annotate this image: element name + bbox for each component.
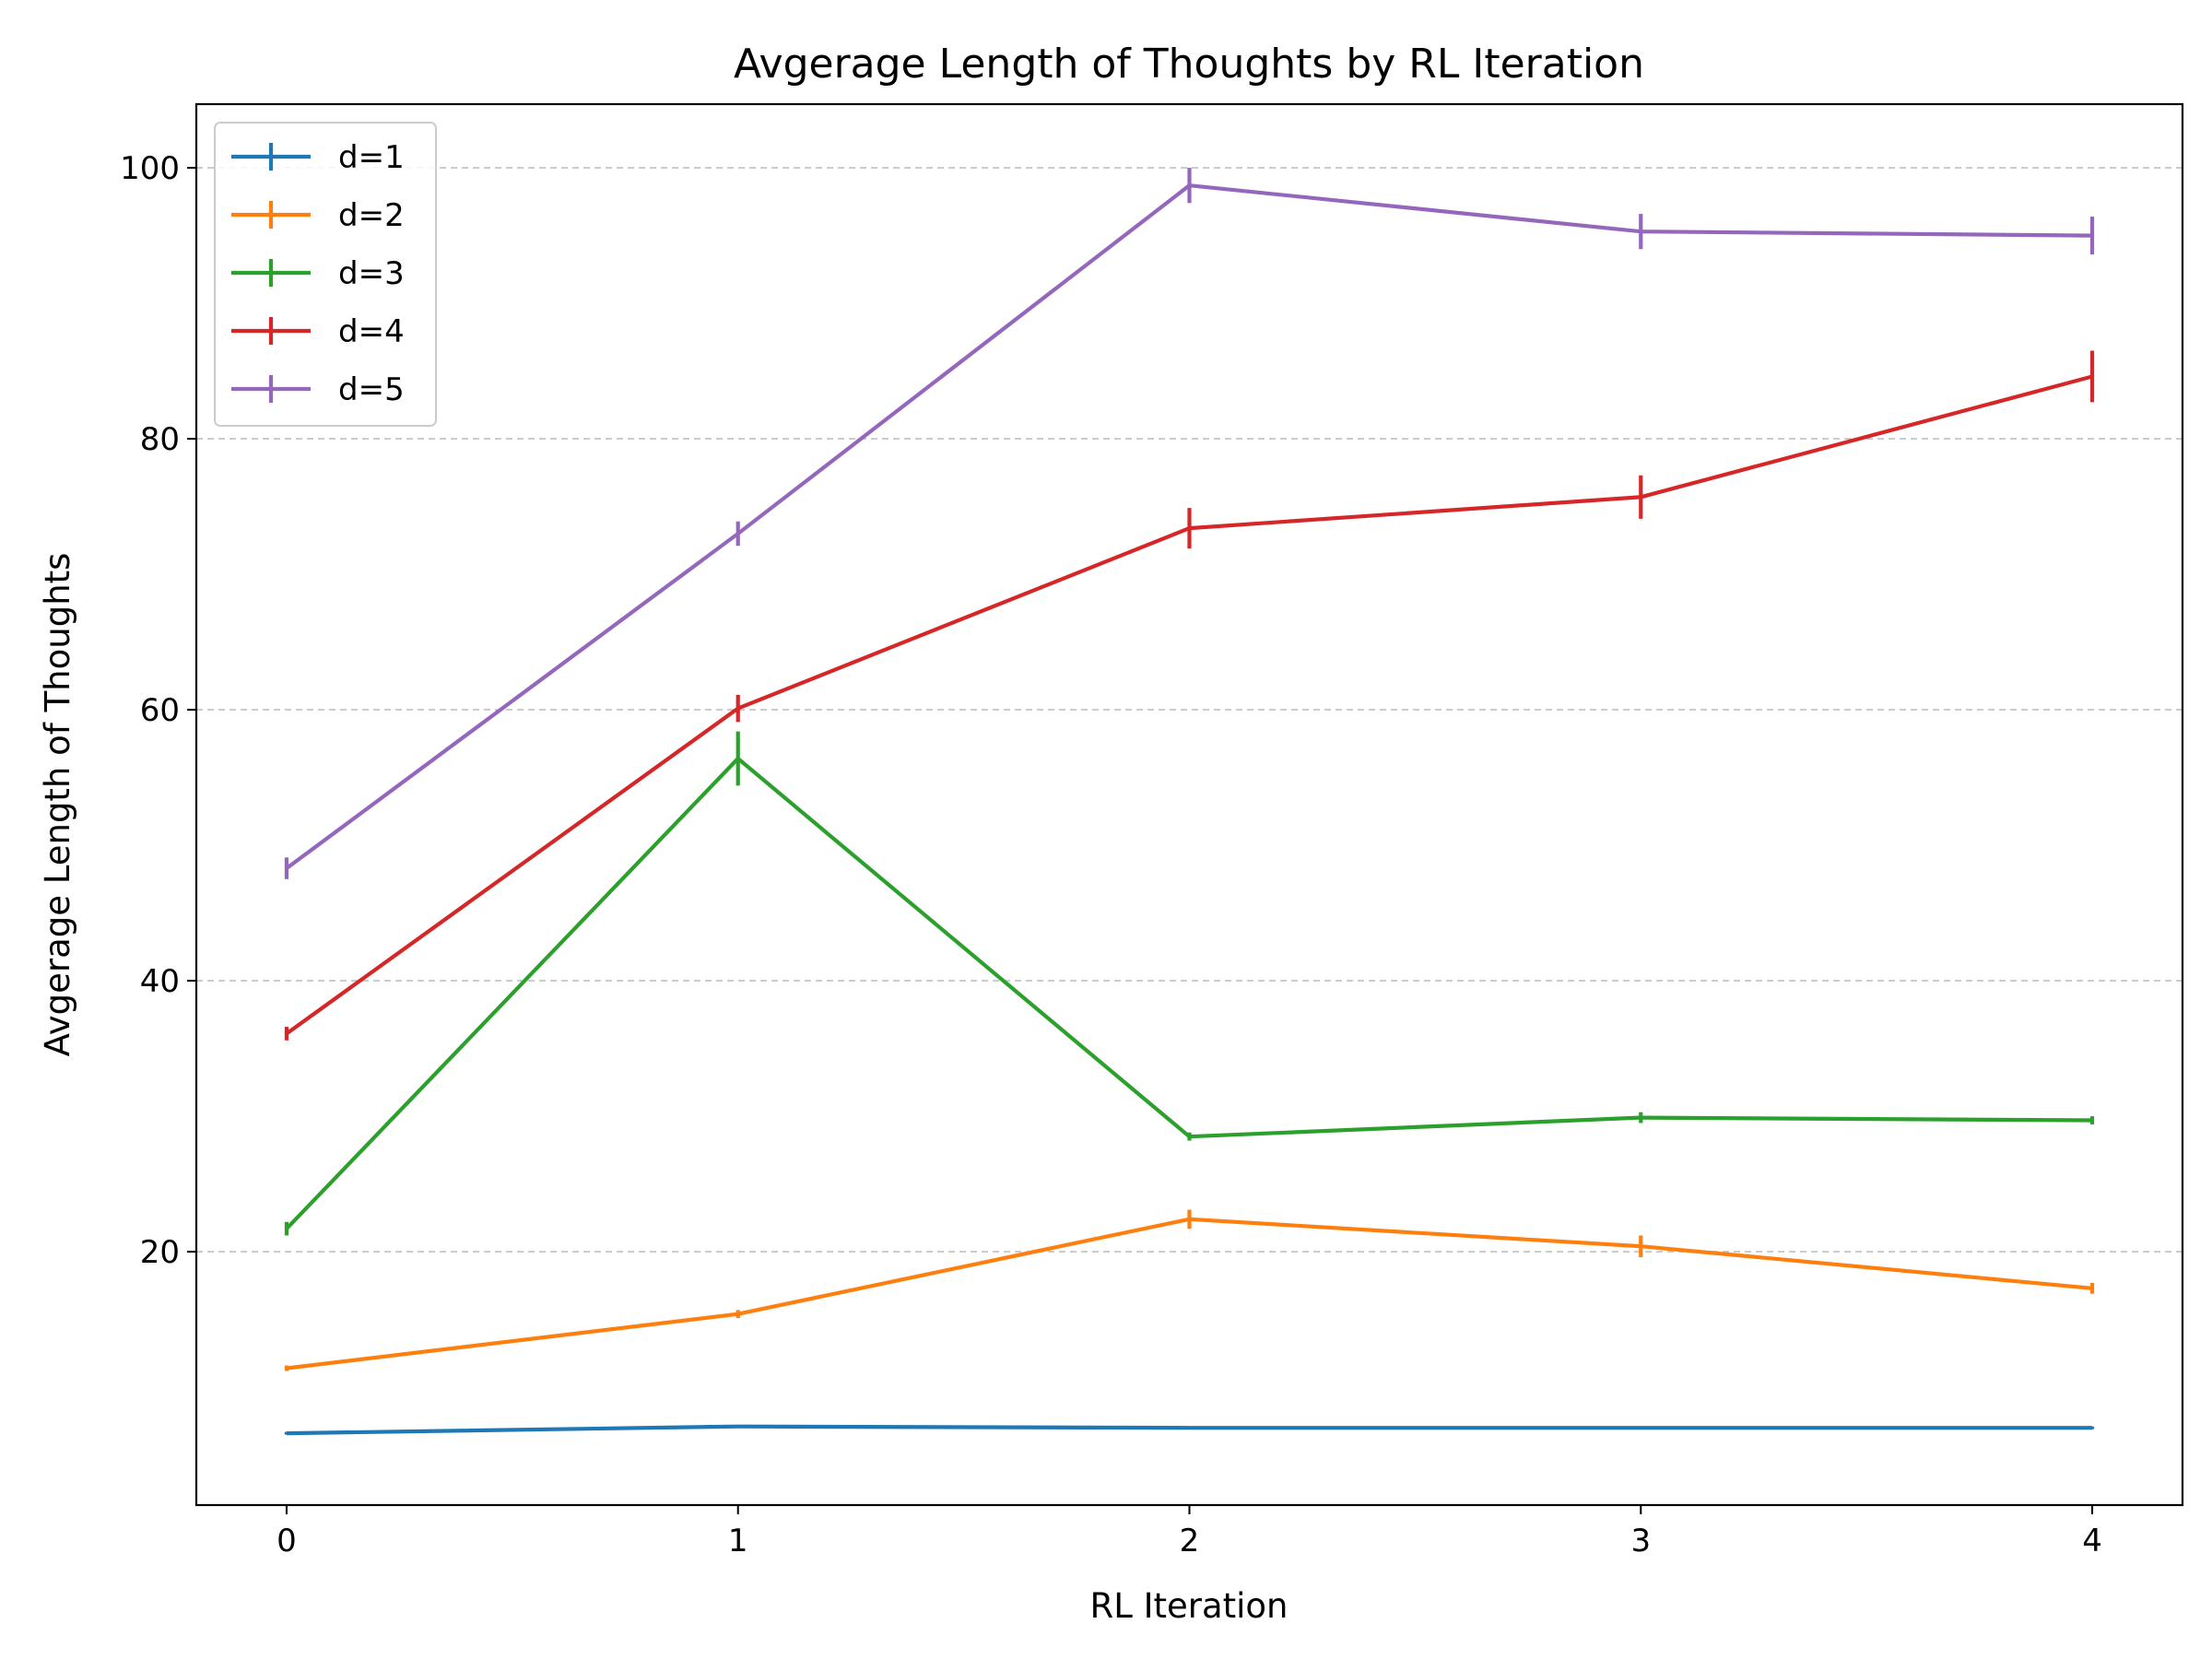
y-tick-label: 40 bbox=[140, 963, 180, 1000]
y-tick-label: 80 bbox=[140, 421, 180, 458]
series-1 bbox=[284, 1424, 2095, 1436]
legend-label: d=5 bbox=[338, 371, 405, 408]
x-tick-label: 1 bbox=[728, 1523, 748, 1559]
legend-label: d=3 bbox=[338, 255, 405, 292]
y-tick-label: 20 bbox=[140, 1234, 180, 1271]
x-axis-ticks: 0 1 2 3 4 bbox=[276, 1505, 2102, 1559]
legend-label: d=2 bbox=[338, 197, 405, 234]
series-3 bbox=[284, 731, 2095, 1236]
x-tick-label: 4 bbox=[2082, 1523, 2102, 1559]
legend-box bbox=[214, 122, 437, 427]
legend-label: d=1 bbox=[338, 139, 405, 176]
x-tick-label: 2 bbox=[1180, 1523, 1200, 1559]
series-4 bbox=[284, 350, 2095, 1041]
series-2 bbox=[284, 1209, 2095, 1371]
y-tick-label: 60 bbox=[140, 692, 180, 729]
legend-items: d=1 d=2 d=3 d=4 d=5 bbox=[231, 139, 405, 408]
y-axis-label: Avgerage Length of Thoughts bbox=[38, 553, 77, 1057]
chart-title: Avgerage Length of Thoughts by RL Iterat… bbox=[734, 41, 1644, 88]
y-axis-ticks: 20 40 60 80 100 bbox=[120, 150, 196, 1271]
x-tick-label: 3 bbox=[1630, 1523, 1651, 1559]
legend-label: d=4 bbox=[338, 313, 405, 350]
x-tick-label: 0 bbox=[276, 1523, 297, 1559]
legend: d=1 d=2 d=3 d=4 d=5 bbox=[214, 122, 437, 427]
series-layer bbox=[284, 168, 2095, 1436]
series-5 bbox=[284, 168, 2095, 879]
y-tick-label: 100 bbox=[120, 150, 180, 187]
x-axis-label: RL Iteration bbox=[1089, 1586, 1288, 1626]
